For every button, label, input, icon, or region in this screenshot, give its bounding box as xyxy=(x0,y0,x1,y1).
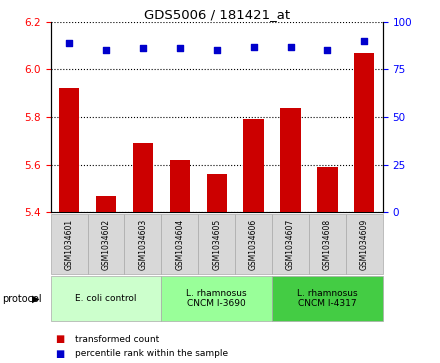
Text: ■: ■ xyxy=(55,334,64,344)
Bar xyxy=(51,214,88,274)
Text: ■: ■ xyxy=(55,349,64,359)
Bar xyxy=(59,89,79,212)
Text: GSM1034605: GSM1034605 xyxy=(212,219,221,270)
Bar xyxy=(272,214,309,274)
Bar xyxy=(272,276,383,321)
Point xyxy=(250,44,257,49)
Point xyxy=(287,44,294,49)
Point xyxy=(103,48,110,53)
Bar xyxy=(235,214,272,274)
Text: L. rhamnosus
CNCM I-4317: L. rhamnosus CNCM I-4317 xyxy=(297,289,358,308)
Bar xyxy=(161,214,198,274)
Bar xyxy=(243,119,264,212)
Text: ▶: ▶ xyxy=(32,294,40,303)
Bar xyxy=(133,143,153,212)
Bar xyxy=(51,276,161,321)
Point xyxy=(324,48,331,53)
Bar xyxy=(170,160,190,212)
Point xyxy=(176,46,183,52)
Text: GSM1034601: GSM1034601 xyxy=(65,219,73,270)
Text: GSM1034603: GSM1034603 xyxy=(138,219,147,270)
Point xyxy=(361,38,368,44)
Bar xyxy=(161,276,272,321)
Bar xyxy=(280,107,301,212)
Point xyxy=(66,40,73,46)
Point xyxy=(213,48,220,53)
Bar xyxy=(88,214,125,274)
Text: transformed count: transformed count xyxy=(75,335,159,344)
Text: GSM1034609: GSM1034609 xyxy=(360,219,369,270)
Text: GSM1034602: GSM1034602 xyxy=(102,219,110,270)
Bar xyxy=(206,174,227,212)
Text: protocol: protocol xyxy=(2,294,42,303)
Text: L. rhamnosus
CNCM I-3690: L. rhamnosus CNCM I-3690 xyxy=(187,289,247,308)
Text: GSM1034608: GSM1034608 xyxy=(323,219,332,270)
Bar xyxy=(96,196,116,212)
Point xyxy=(139,46,147,52)
Text: GSM1034606: GSM1034606 xyxy=(249,219,258,270)
Bar xyxy=(317,167,337,212)
Title: GDS5006 / 181421_at: GDS5006 / 181421_at xyxy=(143,8,290,21)
Text: percentile rank within the sample: percentile rank within the sample xyxy=(75,350,228,358)
Bar xyxy=(346,214,383,274)
Bar xyxy=(125,214,161,274)
Text: E. coli control: E. coli control xyxy=(75,294,137,303)
Text: GSM1034604: GSM1034604 xyxy=(175,219,184,270)
Bar xyxy=(354,53,374,212)
Bar xyxy=(198,214,235,274)
Bar xyxy=(309,214,346,274)
Text: GSM1034607: GSM1034607 xyxy=(286,219,295,270)
